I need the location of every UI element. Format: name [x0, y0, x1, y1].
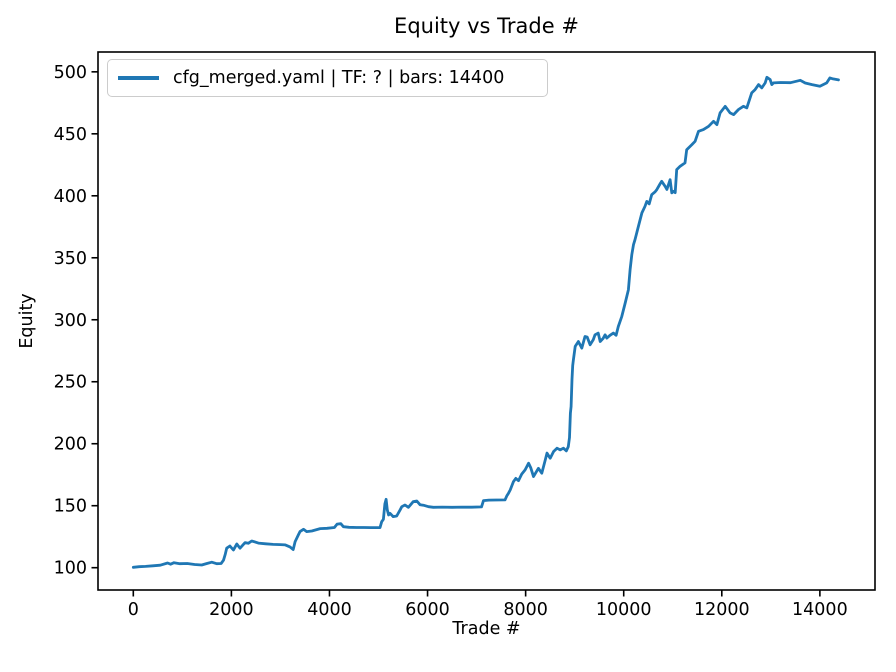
y-tick-label: 250 [54, 373, 87, 393]
y-tick-label: 150 [54, 497, 87, 517]
y-tick-label: 450 [54, 125, 87, 145]
legend-label: cfg_merged.yaml | TF: ? | bars: 14400 [173, 68, 505, 88]
y-tick-label: 350 [54, 249, 87, 269]
y-tick-label: 500 [54, 63, 87, 83]
equity-line [131, 75, 840, 569]
x-tick-label: 14000 [792, 600, 848, 620]
x-tick-label: 8000 [503, 600, 548, 620]
legend-line-sample [118, 76, 159, 80]
x-tick-label: 10000 [596, 600, 652, 620]
y-tick-label: 200 [54, 435, 87, 455]
x-tick-label: 2000 [209, 600, 254, 620]
x-axis-label: Trade # [452, 619, 521, 639]
chart-title: Equity vs Trade # [394, 14, 579, 38]
axes-frame [97, 51, 876, 591]
y-tick-label: 100 [54, 559, 87, 579]
x-tick-label: 12000 [694, 600, 750, 620]
x-tick-label: 0 [128, 600, 139, 620]
x-tick-label: 6000 [405, 600, 450, 620]
y-tick-label: 300 [54, 311, 87, 331]
y-tick-label: 400 [54, 187, 87, 207]
x-tick-label: 4000 [307, 600, 352, 620]
legend: cfg_merged.yaml | TF: ? | bars: 14400 [107, 59, 548, 97]
